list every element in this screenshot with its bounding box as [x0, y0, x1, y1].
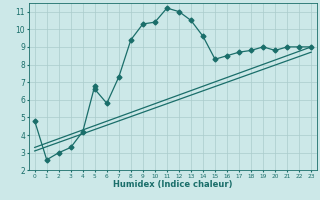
X-axis label: Humidex (Indice chaleur): Humidex (Indice chaleur): [113, 180, 233, 189]
